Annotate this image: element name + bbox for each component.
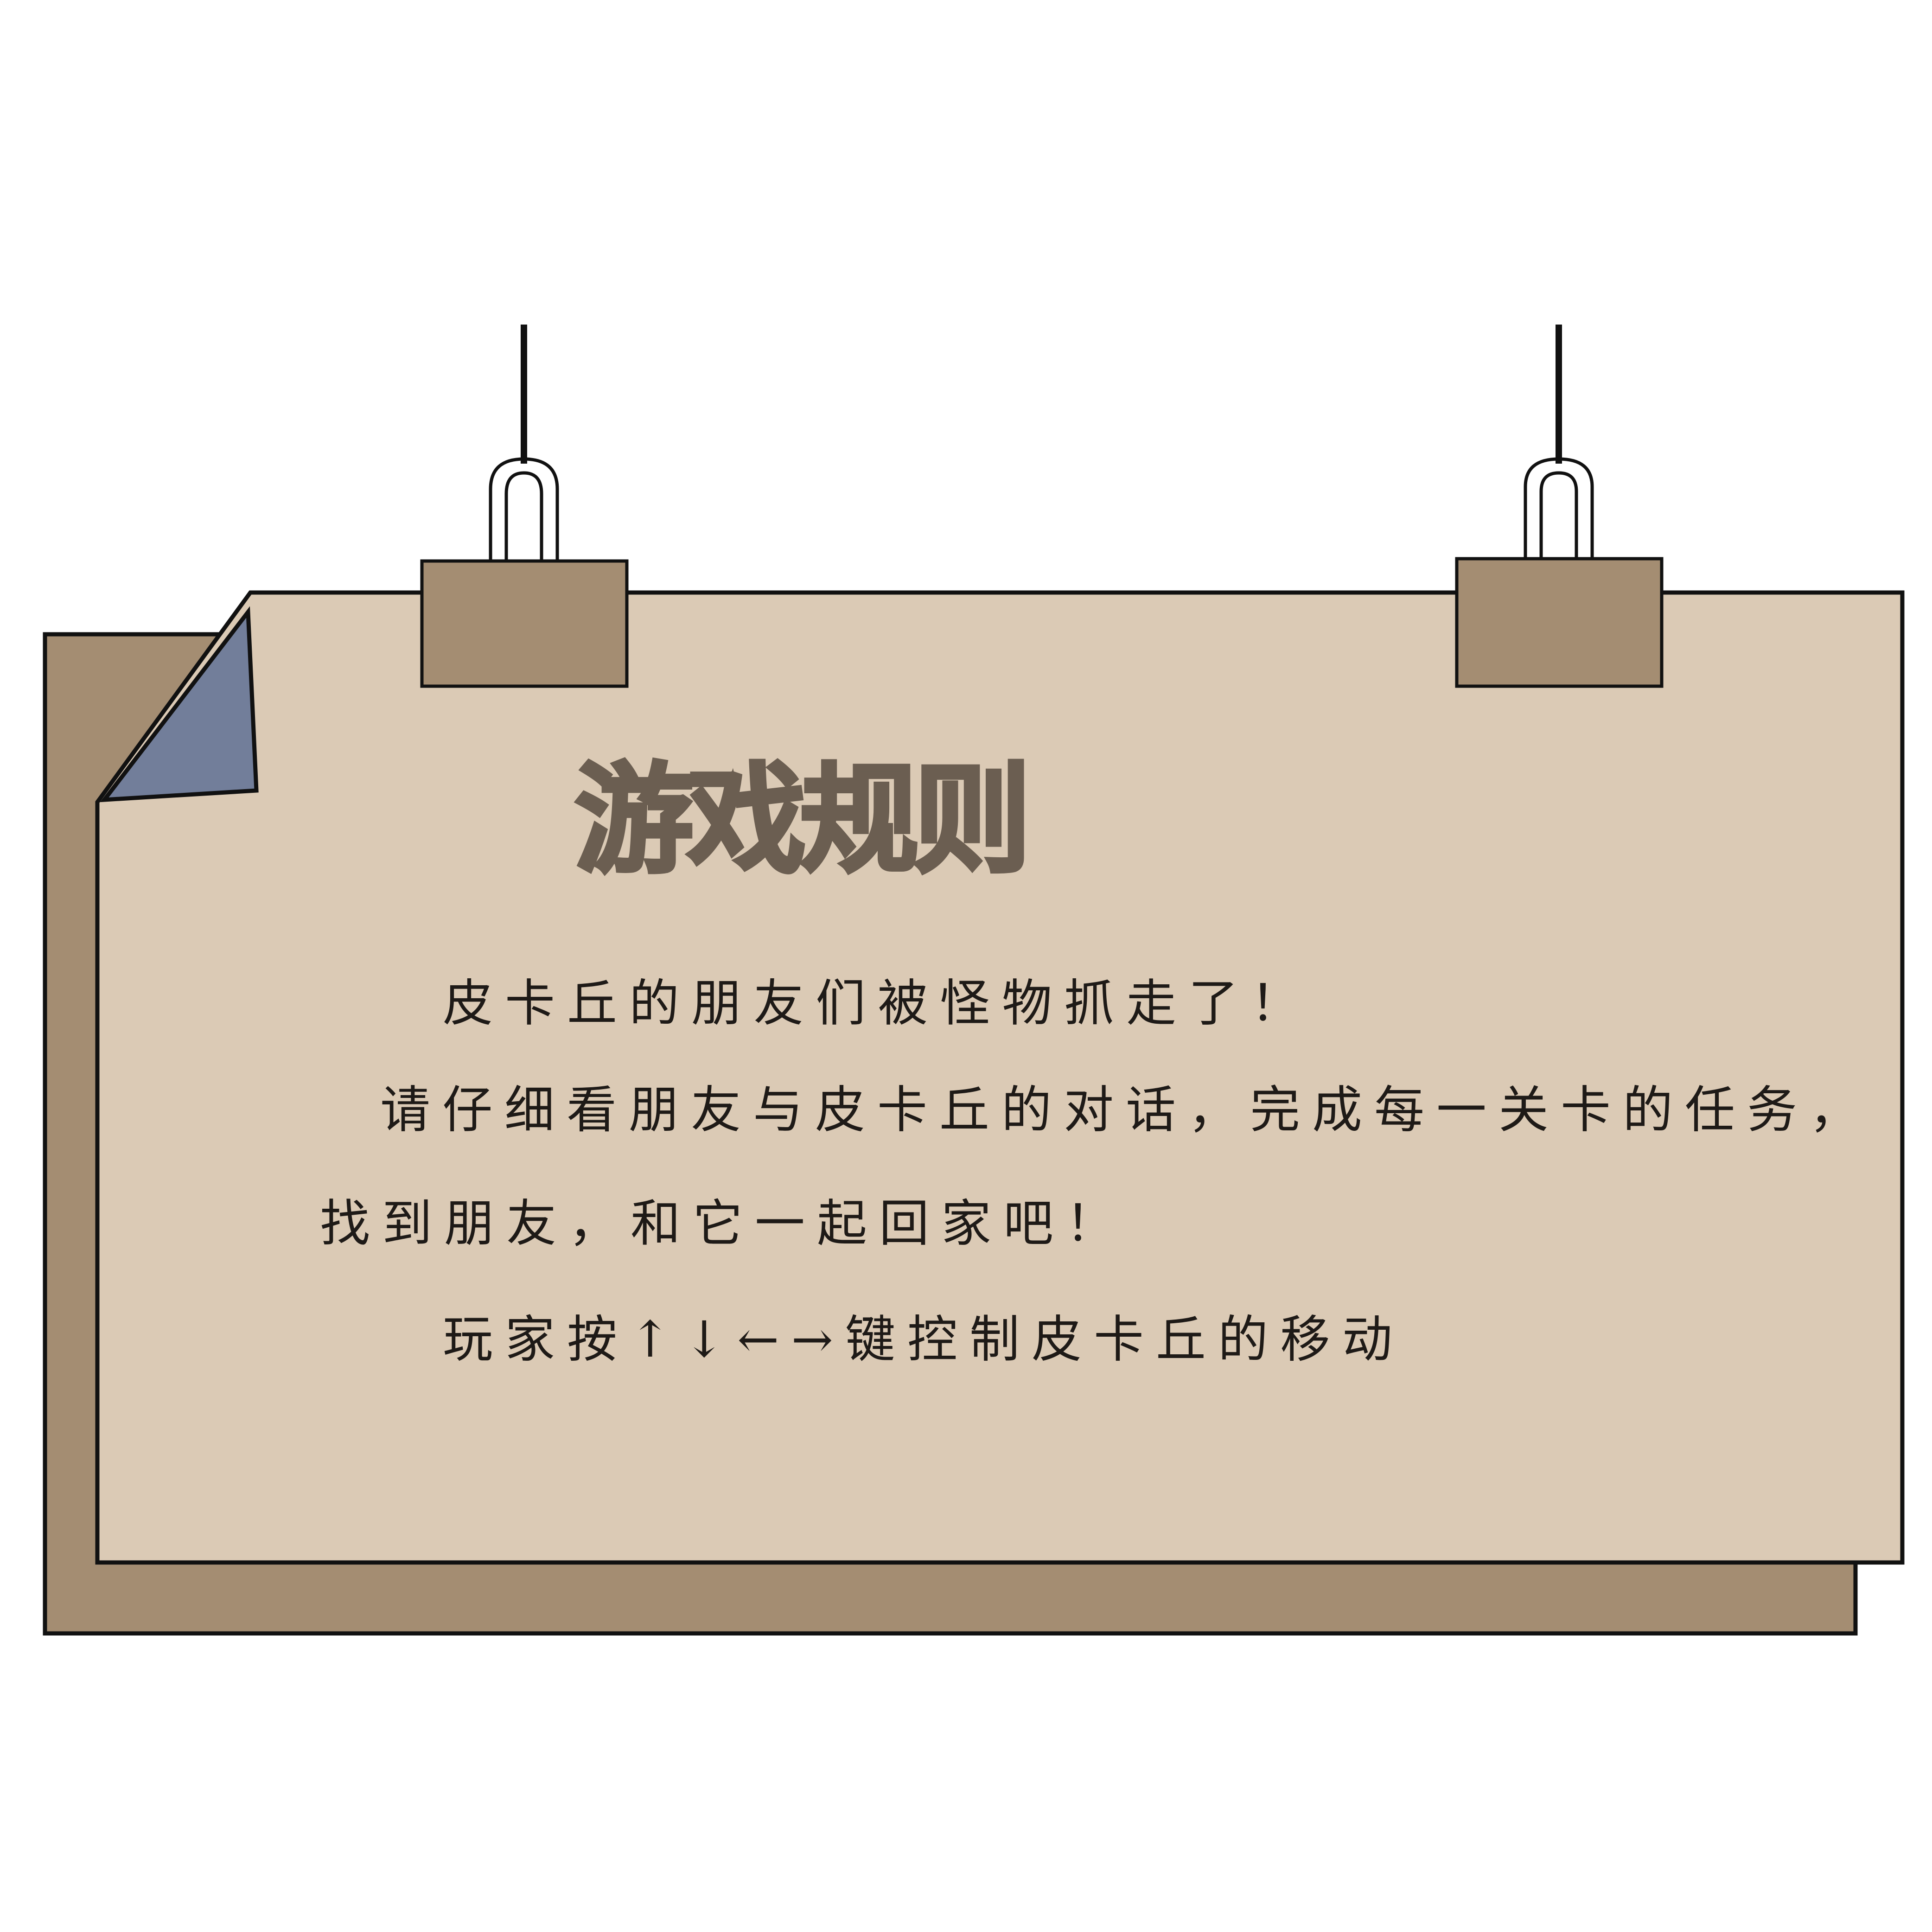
right-binder-clip [1455, 557, 1664, 688]
rule-line-goal: 找到朋友，和它一起回家吧！ [320, 1195, 1128, 1253]
folded-corner [100, 606, 259, 803]
right-clip-wire-icon [1524, 457, 1594, 561]
left-binder-clip [420, 559, 629, 688]
rules-title: 游戏规则 [573, 750, 1033, 891]
rule-line-story: 皮卡丘的朋友们被怪物抓走了！ [443, 975, 1313, 1033]
left-clip-wire-icon [489, 457, 559, 563]
rule-line-controls: 玩家按↑↓←→键控制皮卡丘的移动 [443, 1311, 1404, 1369]
rule-line-task: 请仔细看朋友与皮卡丘的对话，完成每一关卡的任务， [380, 1081, 1872, 1139]
